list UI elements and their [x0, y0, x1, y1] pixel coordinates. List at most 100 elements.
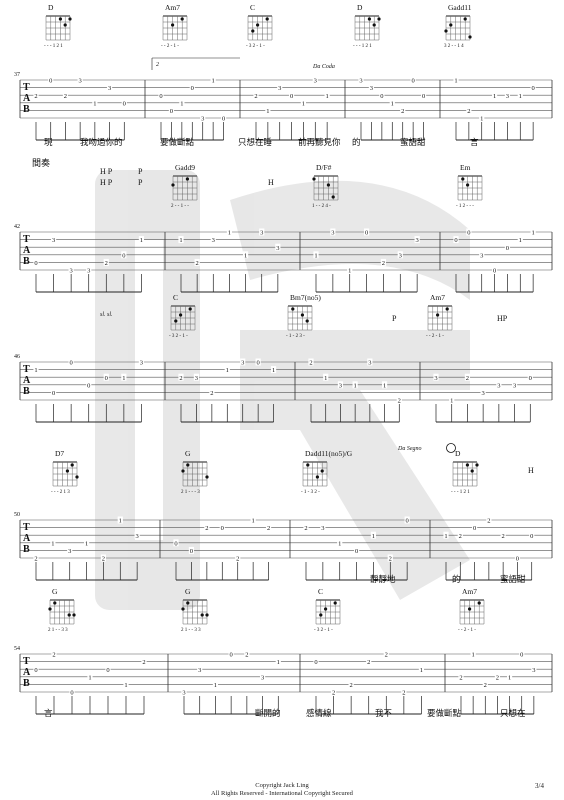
fret-number: 0 — [230, 652, 233, 659]
finger-dot — [58, 17, 63, 21]
fret-number: 3 — [434, 375, 437, 382]
lyric-text: 只想在睡 — [238, 137, 273, 147]
chord-diagram — [247, 15, 273, 41]
fret-number: 3 — [136, 533, 139, 540]
lyric-text: 只想在 — [500, 708, 526, 718]
fret-number: 0 — [493, 268, 496, 275]
lyric-text: 蜜語甜 — [500, 574, 526, 584]
annotation: 2 — [156, 62, 159, 68]
fret-number: 1 — [302, 100, 305, 107]
finger-dot — [372, 23, 376, 27]
chord-diagram — [181, 599, 209, 625]
fret-number: 3 — [368, 360, 371, 367]
chord-diagram — [171, 175, 198, 201]
chord-name: Bm7(no5) — [290, 293, 321, 302]
finger-dot — [475, 463, 479, 467]
fret-number: 1 — [93, 100, 96, 107]
fret-number: 0 — [355, 548, 358, 555]
fret-number: 3 — [140, 360, 143, 367]
chord-diagram — [459, 599, 485, 625]
fret-number: 1 — [119, 518, 122, 525]
fret-number: 0 — [221, 525, 224, 532]
chord-name: G — [185, 587, 191, 596]
finger-dot — [436, 313, 440, 317]
finger-dot — [326, 183, 330, 187]
fret-number: 3 — [241, 360, 244, 367]
fret-number: 1 — [88, 674, 91, 681]
fret-number: 1 — [212, 78, 215, 85]
fret-number: 0 — [191, 85, 194, 92]
chord-diagram — [302, 461, 328, 487]
finger-dot — [251, 29, 255, 33]
fret-number: 0 — [70, 690, 73, 697]
fret-number: 0 — [52, 390, 55, 397]
lyric-text: 的 — [352, 137, 361, 147]
finger-dot — [463, 17, 467, 21]
technique-mark: P — [138, 178, 143, 187]
fret-number: 0 — [290, 93, 293, 100]
finger-dot — [461, 177, 465, 181]
chord-name: C — [173, 293, 178, 302]
chord-fingering: 2 1 - - - 3 — [181, 490, 200, 495]
fret-number: 2 — [459, 533, 462, 540]
fret-number: 1 — [338, 540, 341, 547]
fret-number: 0 — [170, 108, 173, 115]
fret-number: 1 — [348, 268, 351, 275]
fret-number: 1 — [472, 652, 475, 659]
chord-fingering: 3 2 - - 1 4 — [444, 44, 464, 49]
fret-number: 0 — [314, 659, 317, 666]
measure-number: 46 — [14, 354, 20, 360]
tab-clef-letter: T — [23, 522, 30, 533]
fret-number: 0 — [123, 100, 126, 107]
finger-dot — [315, 475, 319, 479]
fret-number: 1 — [480, 116, 483, 123]
annotation: Da Segno — [397, 446, 422, 452]
lyric-text: 的 — [452, 574, 461, 584]
tab-clef-letter: B — [23, 544, 30, 555]
finger-dot — [468, 35, 472, 39]
fret-number: 1 — [450, 398, 453, 405]
fret-number: 1 — [532, 230, 535, 237]
finger-dot — [300, 313, 304, 317]
chord-fingering: 2 1 - - 3 3 — [181, 628, 201, 633]
annotation: sl. sl. — [100, 312, 113, 318]
fret-number: 1 — [372, 533, 375, 540]
fret-number: 1 — [519, 93, 522, 100]
chord-name: Am7 — [165, 3, 180, 12]
fret-number: 2 — [254, 93, 257, 100]
fret-number: 1 — [326, 93, 329, 100]
fret-number: 3 — [212, 237, 215, 244]
tab-clef-letter: B — [23, 678, 30, 689]
chord-diagram — [457, 175, 483, 201]
fret-number: 1 — [122, 375, 125, 382]
fret-number: 2 — [382, 260, 385, 267]
tab-clef-letter: B — [23, 256, 30, 267]
finger-dot — [320, 469, 324, 473]
fret-number: 1 — [454, 78, 457, 85]
chord-fingering: 1 - - 2 4 - — [312, 204, 331, 209]
chord-diagram — [427, 305, 453, 331]
finger-dot — [205, 613, 209, 617]
finger-dot — [445, 307, 449, 311]
finger-dot — [72, 613, 76, 617]
fret-number: 3 — [182, 690, 185, 697]
tab-clef-letter: A — [23, 533, 31, 544]
tab-clef-letter: A — [23, 93, 31, 104]
fret-number: 0 — [516, 556, 519, 563]
fret-number: 2 — [34, 93, 37, 100]
finger-dot — [65, 469, 69, 473]
technique-mark: H — [528, 466, 534, 475]
finger-dot — [200, 613, 204, 617]
fret-number: 3 — [321, 525, 324, 532]
chord-name: D/F# — [316, 163, 332, 172]
chord-diagram — [452, 461, 479, 487]
fret-number: 2 — [245, 652, 248, 659]
chord-fingering: - - - 1 2 1 — [44, 44, 63, 49]
fret-number: 3 — [331, 230, 334, 237]
chord-fingering: - - 2 - 1 - — [458, 628, 476, 633]
finger-dot — [186, 463, 190, 467]
chord-fingering: - 3 2 - 1 - — [314, 628, 333, 633]
fret-number: 2 — [401, 108, 404, 115]
tab-clef-letter: T — [23, 82, 30, 93]
